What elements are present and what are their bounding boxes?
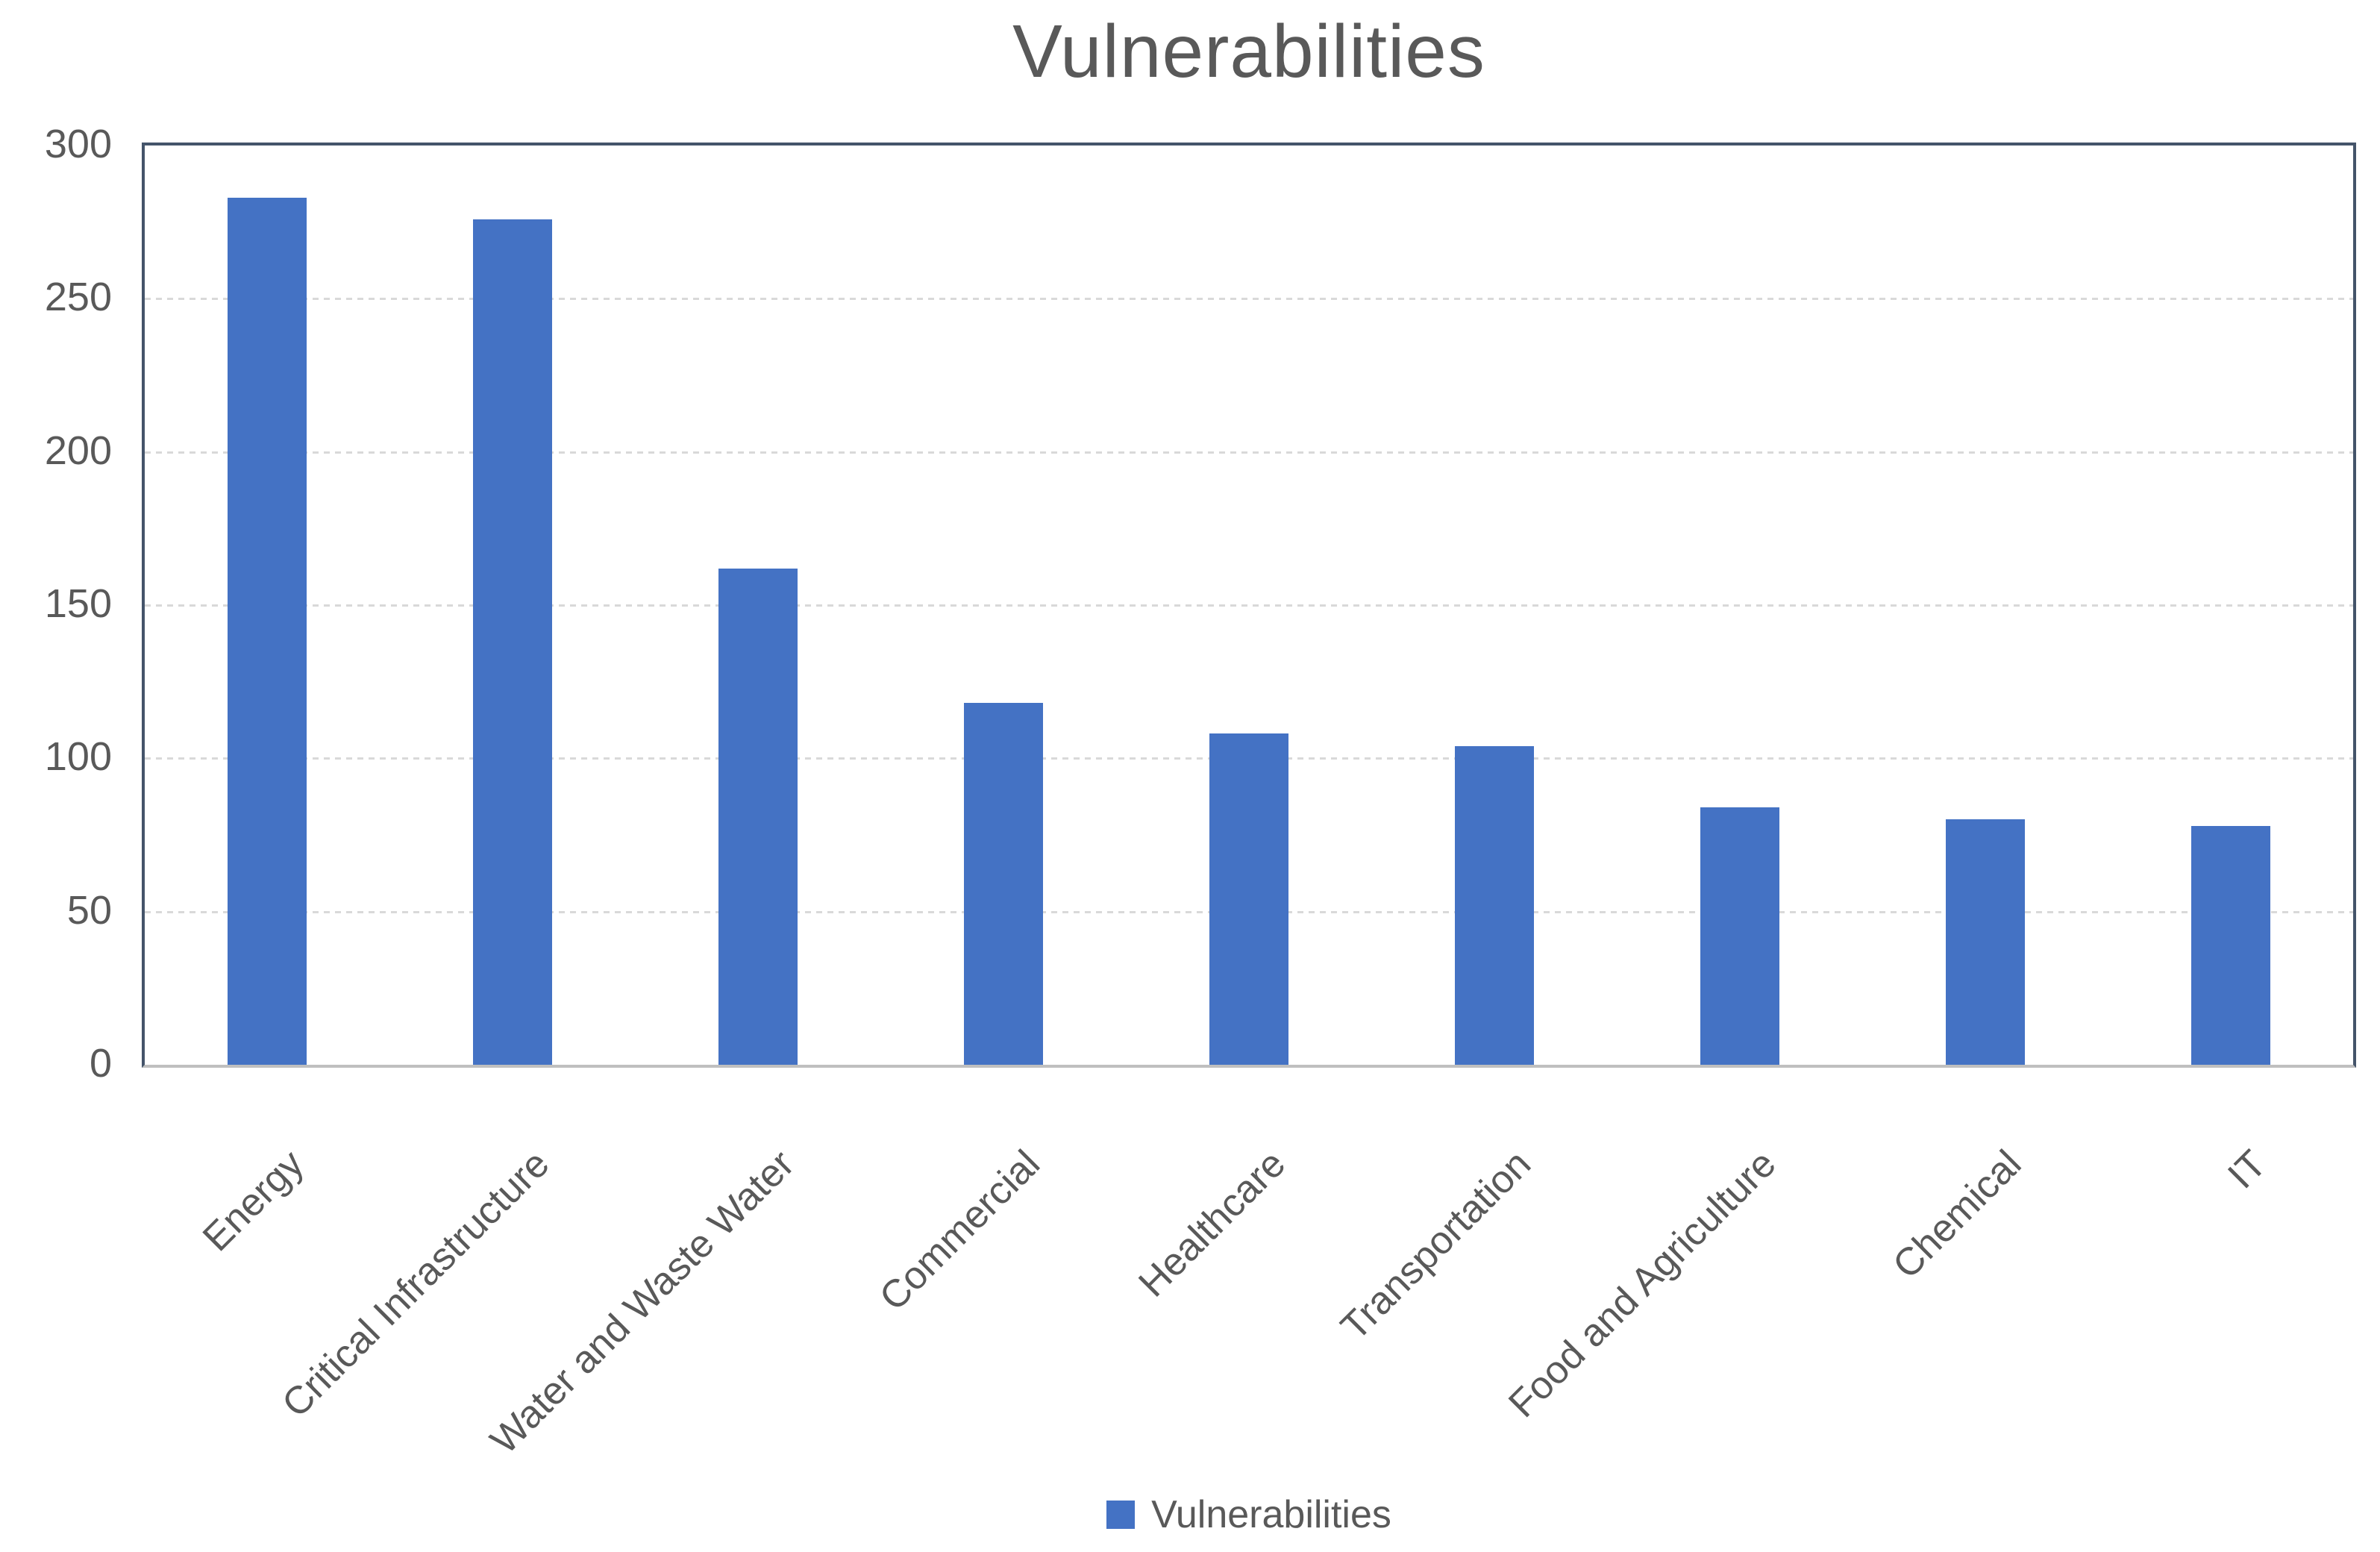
bar-healthcare — [1209, 733, 1288, 1065]
bar-critical-infrastructure — [473, 219, 553, 1065]
y-tick-150: 150 — [44, 581, 112, 626]
legend-swatch-icon — [1106, 1501, 1136, 1529]
x-label-transportation: Transportation — [1332, 1142, 1539, 1349]
bar-energy — [228, 198, 307, 1065]
bar-commercial — [964, 703, 1044, 1065]
x-label-it: IT — [2220, 1142, 2276, 1198]
gridline-200 — [145, 451, 2353, 454]
y-tick-200: 200 — [44, 428, 112, 473]
bar-transportation — [1454, 746, 1534, 1065]
gridline-250 — [145, 298, 2353, 301]
y-tick-300: 300 — [44, 122, 112, 166]
bar-water-and-waste-water — [718, 569, 798, 1065]
y-tick-0: 0 — [89, 1041, 112, 1086]
x-label-food-and-agriculture: Food and Agriculture — [1500, 1142, 1785, 1427]
x-label-critical-infrastructure: Critical Infrastructure — [273, 1142, 558, 1426]
legend: Vulnerabilities — [142, 1492, 2356, 1537]
y-tick-50: 50 — [66, 887, 112, 933]
bar-food-and-agriculture — [1700, 807, 1779, 1065]
y-tick-250: 250 — [44, 275, 112, 320]
bar-it — [2190, 826, 2270, 1065]
x-label-energy: Energy — [194, 1142, 313, 1260]
chart-title: Vulnerabilities — [1012, 10, 1485, 93]
x-label-healthcare: Healthcare — [1130, 1142, 1294, 1306]
gridline-150 — [145, 604, 2353, 607]
x-label-commercial: Commercial — [871, 1142, 1048, 1319]
legend-label: Vulnerabilities — [1151, 1493, 1391, 1536]
bar-chemical — [1945, 819, 2025, 1065]
plot-area — [142, 143, 2356, 1068]
y-tick-100: 100 — [44, 734, 112, 780]
x-label-chemical: Chemical — [1885, 1142, 2030, 1287]
